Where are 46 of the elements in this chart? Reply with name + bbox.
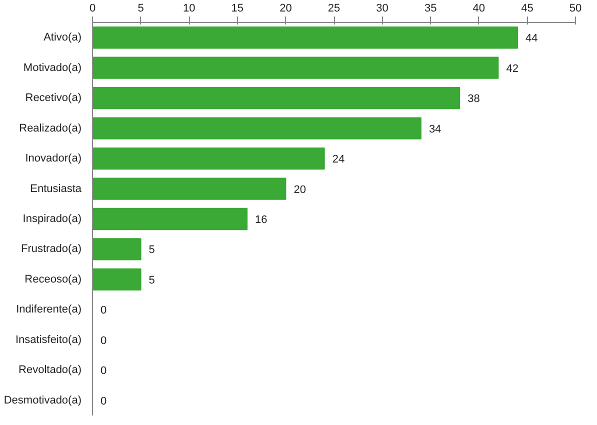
y-tick-label: Insatisfeito(a) bbox=[15, 334, 82, 346]
x-tick-label: 30 bbox=[376, 2, 388, 14]
x-tick-label: 35 bbox=[424, 2, 437, 14]
data-label: 34 bbox=[428, 123, 442, 136]
data-label: 0 bbox=[100, 334, 107, 347]
data-label: 0 bbox=[100, 395, 107, 408]
data-label: 42 bbox=[506, 62, 518, 75]
data-label: 44 bbox=[526, 32, 538, 45]
y-tick-label: Receoso(a) bbox=[24, 273, 82, 286]
data-label: 0 bbox=[100, 365, 107, 378]
y-tick-label: Recetivo(a) bbox=[25, 92, 82, 104]
x-tick-label: 45 bbox=[521, 2, 534, 14]
data-label: 16 bbox=[255, 214, 268, 226]
bar bbox=[92, 117, 422, 140]
data-label: 20 bbox=[294, 184, 306, 196]
data-label: 5 bbox=[148, 274, 155, 286]
x-tick-label: 20 bbox=[280, 2, 292, 14]
bar bbox=[92, 26, 518, 49]
y-tick-label: Revoltado(a) bbox=[18, 364, 82, 376]
x-tick-label: 25 bbox=[328, 2, 340, 14]
y-tick-label: Ativo(a) bbox=[44, 32, 82, 44]
x-tick-label: 0 bbox=[89, 2, 96, 14]
y-tick-label: Indiferente(a) bbox=[16, 304, 82, 316]
y-tick-label: Inspirado(a) bbox=[22, 213, 82, 225]
y-tick-label: Entusiasta bbox=[30, 182, 82, 195]
data-label: 24 bbox=[332, 154, 345, 166]
bar bbox=[92, 147, 325, 170]
y-tick-label: Inovador(a) bbox=[25, 152, 82, 165]
y-tick-label: Desmotivado(a) bbox=[4, 394, 82, 406]
x-tick-label: 15 bbox=[231, 2, 244, 14]
x-tick-label: 40 bbox=[472, 2, 486, 14]
bar bbox=[92, 238, 142, 260]
bar bbox=[92, 208, 248, 230]
x-tick-label: 10 bbox=[182, 2, 196, 14]
bar bbox=[92, 268, 142, 291]
y-tick-label: Motivado(a) bbox=[23, 62, 82, 74]
y-tick-label: Frustrado(a) bbox=[20, 243, 82, 256]
data-label: 38 bbox=[468, 93, 480, 106]
bar bbox=[92, 178, 286, 200]
data-label: 0 bbox=[100, 304, 107, 317]
bar bbox=[92, 86, 460, 110]
y-tick-label: Realizado(a) bbox=[19, 122, 82, 134]
x-tick-label: 50 bbox=[569, 2, 582, 14]
data-label: 5 bbox=[148, 244, 155, 256]
x-tick-label: 5 bbox=[138, 2, 144, 14]
bar bbox=[92, 56, 499, 79]
